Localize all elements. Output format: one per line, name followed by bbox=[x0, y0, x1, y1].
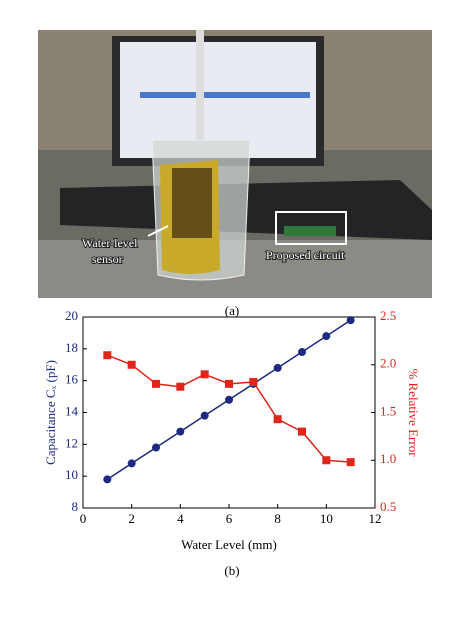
x-tick-label: 4 bbox=[177, 511, 184, 526]
y-tick-label: 16 bbox=[65, 372, 79, 387]
x-tick-label: 12 bbox=[369, 511, 382, 526]
point bbox=[127, 360, 136, 369]
x-axis-label: Water Level (mm) bbox=[181, 537, 277, 552]
x-tick-label: 10 bbox=[320, 511, 333, 526]
y2-tick-label: 1.0 bbox=[380, 451, 396, 466]
point bbox=[103, 475, 112, 484]
caption: (b) bbox=[224, 563, 239, 578]
y2-tick-label: 0.5 bbox=[380, 499, 396, 514]
y2-axis-label: % Relative Error bbox=[406, 368, 421, 457]
circuit-label: Proposed circuit bbox=[266, 248, 345, 262]
y2-tick-label: 1.5 bbox=[380, 403, 396, 418]
point bbox=[200, 411, 209, 420]
point bbox=[103, 351, 112, 360]
point bbox=[346, 316, 355, 325]
y-axis-label: Capacitance Cₓ (pF) bbox=[43, 360, 58, 465]
point bbox=[346, 458, 355, 467]
x-tick-label: 6 bbox=[226, 511, 233, 526]
point bbox=[249, 377, 258, 386]
circuit-box bbox=[275, 211, 347, 245]
screen-plot bbox=[140, 92, 310, 98]
point bbox=[225, 395, 233, 404]
sensor-label: sensor bbox=[92, 252, 123, 266]
y-tick-label: 20 bbox=[65, 308, 78, 323]
y-tick-label: 8 bbox=[72, 499, 79, 514]
point bbox=[152, 443, 160, 452]
point bbox=[176, 427, 185, 436]
point bbox=[152, 379, 160, 388]
point bbox=[200, 370, 209, 379]
point bbox=[298, 348, 306, 357]
series-line bbox=[107, 354, 351, 463]
chart: 0 2 4 6 8 10 12 8 10 12 14 16 18 20 0.5 1.0 1.5 2.0 2.5 Wat… bbox=[43, 308, 421, 552]
point bbox=[298, 427, 306, 436]
point bbox=[225, 379, 233, 388]
point bbox=[273, 415, 282, 424]
photo: Water-level sensor Proposed circuit bbox=[38, 30, 432, 298]
y-tick-label: 10 bbox=[65, 467, 78, 482]
point bbox=[176, 382, 185, 391]
sensor-arrow bbox=[147, 225, 169, 237]
y2-tick-label: 2.0 bbox=[380, 356, 396, 371]
point bbox=[273, 363, 282, 372]
plot-frame bbox=[82, 316, 376, 509]
x-tick-label: 0 bbox=[80, 511, 87, 526]
point bbox=[127, 459, 136, 468]
y-tick-label: 14 bbox=[65, 403, 79, 418]
y2-tick-label: 2.5 bbox=[380, 308, 396, 323]
pipette bbox=[196, 30, 204, 140]
x-tick-label: 8 bbox=[274, 511, 281, 526]
sensor-label: Water-level bbox=[82, 236, 138, 250]
laptop-screen bbox=[120, 42, 316, 158]
caption: (a) bbox=[225, 303, 239, 318]
x-tick-label: 2 bbox=[128, 511, 135, 526]
y-tick-label: 18 bbox=[65, 340, 78, 355]
point bbox=[322, 332, 331, 341]
sensor-electrodes bbox=[172, 168, 212, 238]
y-tick-label: 12 bbox=[65, 435, 78, 450]
circuit-board bbox=[284, 226, 336, 236]
point bbox=[322, 456, 331, 465]
